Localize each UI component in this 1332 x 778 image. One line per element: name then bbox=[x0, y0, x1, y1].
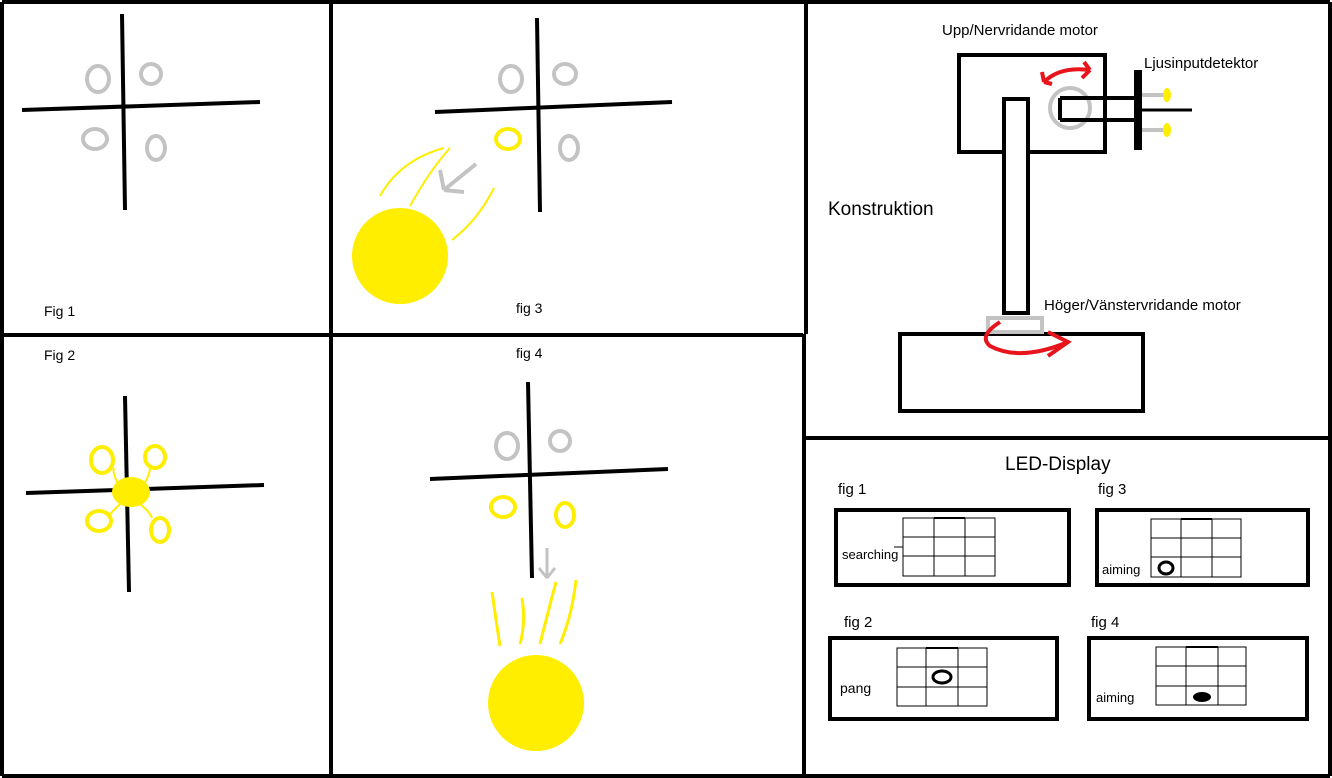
top-motor-shaft bbox=[1048, 86, 1092, 130]
led-grid bbox=[1150, 518, 1242, 578]
led-state-text: pang bbox=[840, 680, 871, 696]
led-state-text: aiming bbox=[1102, 562, 1140, 577]
led-state-text: searching bbox=[842, 547, 898, 562]
bottom-motor-plate bbox=[986, 316, 1044, 334]
crosshair bbox=[434, 17, 673, 213]
sun-icon bbox=[352, 208, 448, 304]
led-fig-label: fig 3 bbox=[1098, 481, 1126, 498]
led-lit-dot bbox=[1193, 692, 1211, 702]
up-down-rotation-arrow-icon bbox=[1040, 60, 1092, 86]
top-motor-label: Upp/Nervridande motor bbox=[942, 22, 1098, 39]
fig3-panel: fig 3 bbox=[352, 17, 673, 316]
top-motor-housing bbox=[957, 53, 1107, 154]
light-sensor-icons bbox=[1142, 88, 1171, 137]
detector-label: Ljusinputdetektor bbox=[1144, 55, 1258, 72]
led-state-text: aiming bbox=[1096, 690, 1134, 705]
detector-rings bbox=[85, 444, 171, 544]
led-lit-dot bbox=[931, 669, 953, 685]
fig4-label: fig 4 bbox=[516, 345, 543, 361]
sun-rays bbox=[379, 147, 495, 241]
led-grid bbox=[902, 517, 996, 577]
fig4-panel: fig 4 bbox=[429, 345, 669, 751]
detector-rings bbox=[81, 62, 167, 162]
led-display-fig2: pang bbox=[828, 636, 1059, 721]
detector-rings bbox=[489, 429, 576, 529]
led-display-fig4: aiming bbox=[1087, 636, 1309, 721]
fig2-label: Fig 2 bbox=[44, 347, 75, 363]
led-fig-label: fig 1 bbox=[838, 481, 866, 498]
base-block bbox=[898, 332, 1145, 413]
light-direction-arrow bbox=[537, 548, 557, 579]
fig3-label: fig 3 bbox=[516, 300, 543, 316]
bottom-motor-label: Höger/Vänstervridande motor bbox=[1044, 297, 1241, 314]
led-display-fig3: aiming bbox=[1095, 508, 1310, 587]
sun-icon bbox=[488, 655, 584, 751]
centered-light-spot bbox=[112, 477, 150, 507]
detector-bracket bbox=[1058, 96, 1138, 122]
construction-panel: Konstruktion Upp/Nervridande motor Ljusi… bbox=[828, 22, 1258, 413]
led-grid bbox=[1155, 646, 1247, 706]
fig1-label: Fig 1 bbox=[44, 303, 75, 319]
led-display-fig1: searching bbox=[834, 508, 1071, 587]
light-direction-arrow bbox=[438, 162, 478, 194]
construction-title: Konstruktion bbox=[828, 199, 934, 220]
left-right-rotation-arrow-icon bbox=[983, 320, 1072, 358]
led-fig-label: fig 4 bbox=[1091, 614, 1119, 631]
led-fig-label: fig 2 bbox=[844, 614, 872, 631]
crosshair bbox=[429, 381, 669, 579]
fig2-panel: Fig 2 bbox=[25, 347, 265, 593]
sun-rays bbox=[490, 579, 578, 647]
fig1-panel: Fig 1 bbox=[21, 13, 261, 319]
led-lit-dot bbox=[1157, 560, 1175, 576]
vertical-arm bbox=[1002, 97, 1030, 315]
crosshair bbox=[21, 13, 261, 211]
led-display-title: LED-Display bbox=[1005, 454, 1111, 475]
led-display-panel: LED-Display fig 1 searching fig 3 bbox=[828, 454, 1310, 721]
led-grid bbox=[896, 647, 988, 707]
detector-rings bbox=[494, 62, 580, 162]
